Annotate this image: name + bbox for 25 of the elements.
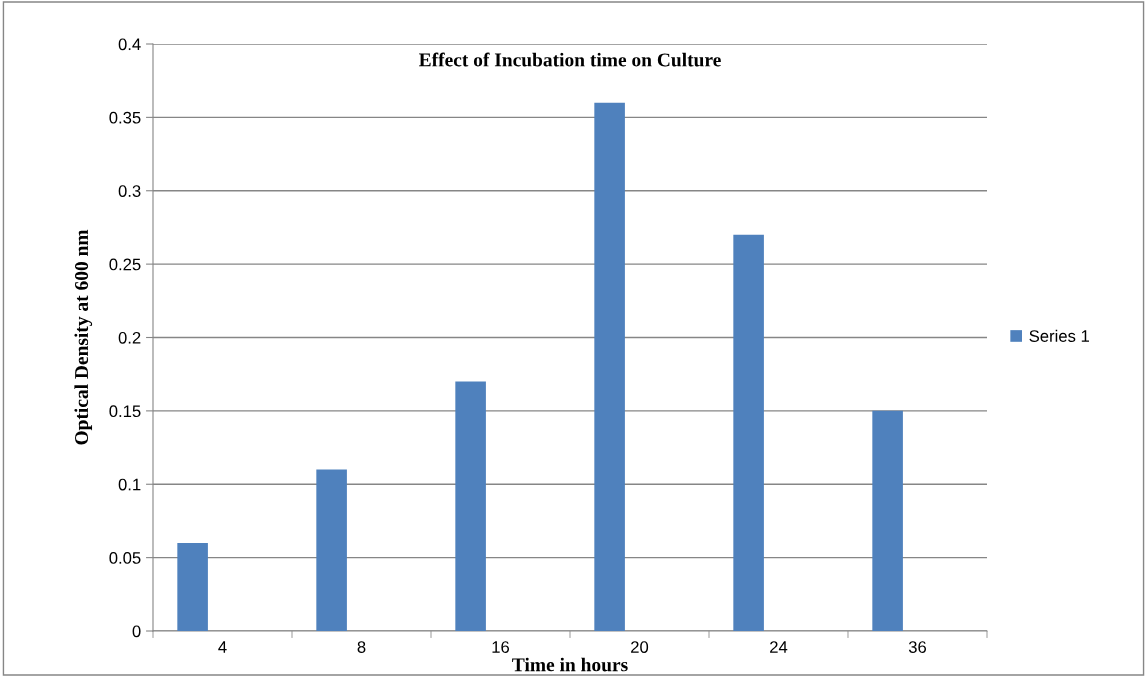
y-tick-label: 0.4: [118, 38, 141, 51]
y-tick-label: 0.25: [109, 258, 141, 271]
bar: [872, 410, 903, 631]
y-tick-label: 0.3: [118, 185, 141, 197]
y-tick-label: 0: [132, 625, 141, 638]
x-tick-label: 36: [908, 641, 927, 653]
y-tick-label: 0.15: [109, 405, 141, 418]
bar: [733, 234, 764, 631]
x-tick-label: 8: [357, 641, 366, 653]
chart-title: Effect of Incubation time on Culture: [419, 52, 721, 67]
y-tick-label: 0.2: [118, 331, 141, 344]
bar: [594, 102, 625, 631]
x-tick-label: 24: [770, 641, 788, 653]
y-tick-label: 0.35: [109, 111, 141, 124]
y-tick-label: 0.1: [118, 478, 141, 491]
x-tick-label: 4: [218, 641, 227, 653]
bar: [177, 542, 208, 631]
y-axis-title: Optical Density at 600 nm: [74, 229, 93, 445]
bar: [455, 381, 486, 631]
legend-label: Series 1: [1029, 329, 1089, 342]
y-tick-label: 0.05: [109, 552, 141, 564]
x-axis-title: Time in hours: [512, 657, 628, 672]
bar: [316, 469, 347, 631]
x-tick-label: 20: [631, 641, 649, 653]
x-tick-label: 16: [492, 641, 510, 653]
